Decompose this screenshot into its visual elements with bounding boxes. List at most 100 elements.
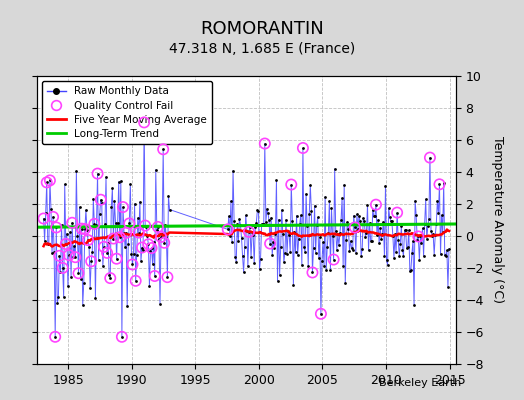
Point — [426, 154, 434, 161]
Point — [383, 257, 391, 263]
Point — [78, 226, 86, 232]
Point — [411, 197, 419, 204]
Point — [257, 220, 266, 227]
Point — [406, 268, 414, 274]
Point — [158, 231, 166, 237]
Point — [150, 273, 159, 279]
Point — [107, 204, 115, 210]
Point — [160, 240, 168, 246]
Point — [351, 224, 359, 231]
Point — [128, 261, 137, 268]
Point — [119, 204, 127, 210]
Point — [439, 228, 447, 235]
Point — [363, 202, 372, 208]
Point — [351, 224, 359, 231]
Point — [318, 257, 326, 264]
Point — [113, 256, 121, 262]
Point — [301, 248, 309, 255]
Point — [271, 231, 280, 237]
Point — [252, 219, 260, 226]
Point — [230, 218, 238, 224]
Point — [313, 214, 322, 221]
Point — [68, 220, 77, 226]
Point — [358, 246, 366, 253]
Point — [422, 236, 431, 242]
Point — [83, 227, 91, 233]
Point — [284, 228, 292, 234]
Point — [330, 256, 338, 263]
Point — [62, 241, 70, 247]
Point — [100, 244, 108, 250]
Point — [346, 238, 355, 244]
Point — [144, 241, 152, 248]
Point — [395, 253, 403, 259]
Point — [405, 227, 413, 234]
Point — [51, 334, 59, 340]
Point — [321, 194, 330, 200]
Point — [419, 253, 428, 259]
Point — [109, 235, 117, 242]
Point — [121, 243, 129, 250]
Point — [338, 195, 346, 201]
Point — [329, 232, 337, 239]
Point — [80, 280, 88, 286]
Point — [159, 146, 167, 152]
Point — [162, 234, 170, 240]
Point — [90, 221, 99, 227]
Point — [285, 232, 293, 238]
Point — [127, 251, 136, 258]
Point — [140, 119, 148, 126]
Point — [401, 227, 410, 233]
Point — [108, 185, 116, 192]
Point — [106, 275, 114, 281]
Point — [291, 249, 300, 255]
Point — [96, 196, 105, 203]
Point — [138, 244, 146, 251]
Point — [394, 236, 402, 243]
Point — [402, 245, 411, 251]
Point — [92, 221, 101, 228]
Point — [236, 222, 245, 228]
Point — [267, 214, 275, 221]
Point — [269, 238, 278, 245]
Point — [275, 216, 283, 223]
Point — [390, 254, 398, 261]
Point — [316, 310, 325, 317]
Point — [350, 212, 358, 219]
Point — [348, 247, 357, 253]
Point — [47, 206, 55, 212]
Point — [103, 250, 111, 256]
Point — [245, 229, 253, 235]
Point — [67, 273, 75, 280]
Point — [154, 224, 162, 230]
Point — [144, 241, 152, 248]
Point — [99, 262, 107, 269]
Point — [287, 181, 296, 188]
Point — [70, 243, 79, 250]
Point — [438, 212, 446, 218]
Point — [414, 233, 422, 240]
Point — [288, 218, 297, 224]
Point — [143, 233, 151, 239]
Point — [294, 236, 303, 242]
Point — [163, 274, 171, 280]
Point — [391, 231, 399, 237]
Point — [145, 283, 154, 289]
Point — [42, 179, 51, 186]
Point — [45, 241, 53, 248]
Point — [155, 236, 163, 242]
Point — [325, 198, 334, 205]
Point — [258, 220, 267, 227]
Point — [234, 238, 243, 244]
Point — [261, 219, 270, 226]
Point — [141, 222, 149, 229]
Point — [154, 224, 162, 230]
Point — [241, 244, 249, 250]
Point — [372, 202, 380, 208]
Point — [87, 258, 95, 264]
Point — [385, 205, 393, 212]
Point — [71, 254, 80, 260]
Point — [104, 239, 112, 246]
Point — [332, 228, 340, 234]
Point — [398, 246, 407, 253]
